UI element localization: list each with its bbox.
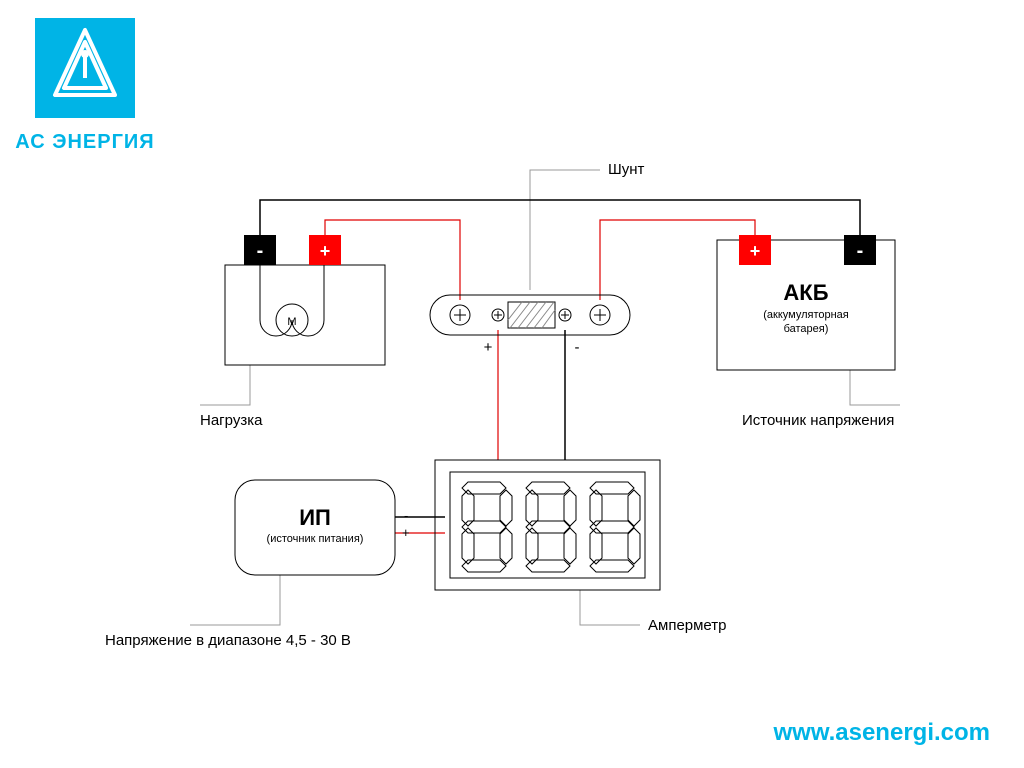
- leader-lines: Шунт Нагрузка Источник напряжения Амперм…: [105, 161, 900, 649]
- svg-text:-: -: [857, 240, 864, 262]
- battery-terminal-pos: +: [739, 235, 771, 265]
- battery-terminal-neg: -: [844, 235, 876, 265]
- load-terminal-pos: +: [309, 235, 341, 265]
- power-supply-block: ИП (источник питания) - +: [235, 480, 410, 575]
- label-load: Нагрузка: [200, 412, 263, 429]
- shunt-block: + -: [430, 295, 630, 356]
- svg-text:+: +: [750, 241, 761, 261]
- battery-title: АКБ: [783, 280, 828, 305]
- label-shunt: Шунт: [608, 161, 645, 178]
- psu-sub: (источник питания): [267, 533, 364, 545]
- battery-block: + - АКБ (аккумуляторная батарея): [717, 235, 895, 370]
- battery-sub1: (аккумуляторная: [763, 309, 849, 321]
- load-terminal-neg: -: [244, 235, 276, 265]
- psu-plus: +: [402, 525, 410, 540]
- shunt-plus-label: +: [484, 339, 493, 356]
- svg-text:-: -: [257, 240, 264, 262]
- seven-seg-digits: [462, 482, 640, 572]
- wire-load-pos-to-shunt: [325, 220, 460, 300]
- motor-letter: М: [287, 316, 296, 328]
- shunt-minus-label: -: [575, 339, 580, 356]
- load-block: - + М: [225, 235, 385, 365]
- label-ammeter: Амперметр: [648, 617, 727, 634]
- psu-minus: -: [404, 508, 408, 523]
- battery-sub2: батарея): [784, 323, 829, 335]
- footer-url[interactable]: www.asenergi.com: [772, 719, 990, 746]
- ammeter-block: [435, 460, 660, 590]
- wire-load-neg-to-batt-neg: [260, 200, 860, 235]
- logo-brand-text: АС ЭНЕРГИЯ: [15, 131, 154, 153]
- wire-batt-pos-to-shunt: [600, 220, 755, 300]
- label-voltage-range: Напряжение в диапазоне 4,5 - 30 В: [105, 632, 351, 649]
- logo: АС ЭНЕРГИЯ: [15, 18, 154, 153]
- svg-text:+: +: [320, 241, 331, 261]
- label-voltage-source: Источник напряжения: [742, 412, 894, 429]
- psu-title: ИП: [299, 505, 331, 530]
